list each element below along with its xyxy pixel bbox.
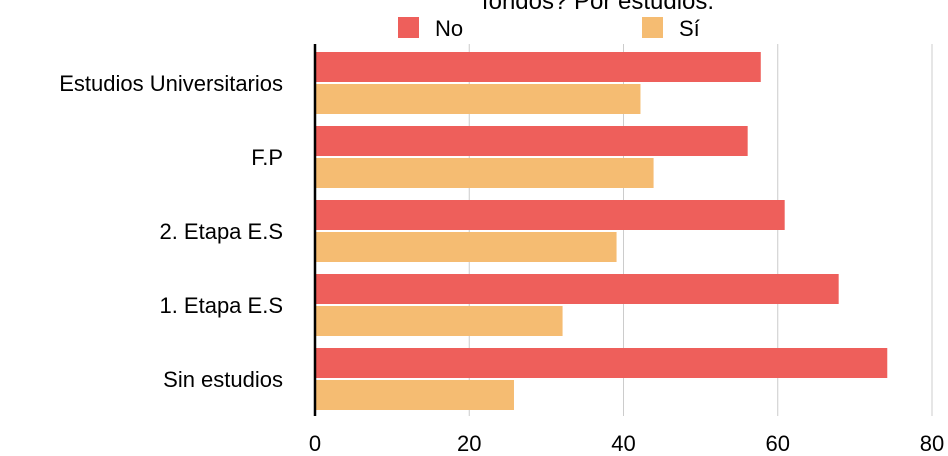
legend-label: Sí xyxy=(679,16,700,41)
bar-si xyxy=(315,306,563,336)
x-tick-label: 0 xyxy=(309,431,321,456)
bar-si xyxy=(315,232,617,262)
x-tick-label: 60 xyxy=(766,431,790,456)
category-label: 2. Etapa E.S xyxy=(159,219,283,244)
bar-no xyxy=(315,126,748,156)
x-tick-label: 80 xyxy=(920,431,944,456)
category-label: Estudios Universitarios xyxy=(59,71,283,96)
category-labels: Estudios Universitarios F.P 2. Etapa E.S 1.… xyxy=(59,71,283,392)
x-tick-label: 20 xyxy=(457,431,481,456)
legend-label: No xyxy=(435,16,463,41)
bar-si xyxy=(315,84,641,114)
bar-si xyxy=(315,380,514,410)
bars xyxy=(315,52,888,410)
bar-no xyxy=(315,274,839,304)
legend: No Sí xyxy=(398,16,700,41)
bar-no xyxy=(315,52,761,82)
legend-swatch xyxy=(642,17,663,38)
bar-no xyxy=(315,200,785,230)
x-tick-labels: 0 20 40 60 80 xyxy=(309,431,944,456)
bar-no xyxy=(315,348,888,378)
legend-swatch xyxy=(398,17,419,38)
x-tick-label: 40 xyxy=(611,431,635,456)
category-label: F.P xyxy=(251,145,283,170)
chart-title: fondos? Por estudios. xyxy=(482,0,714,15)
category-label: Sin estudios xyxy=(163,367,283,392)
bar-si xyxy=(315,158,654,188)
category-label: 1. Etapa E.S xyxy=(159,293,283,318)
